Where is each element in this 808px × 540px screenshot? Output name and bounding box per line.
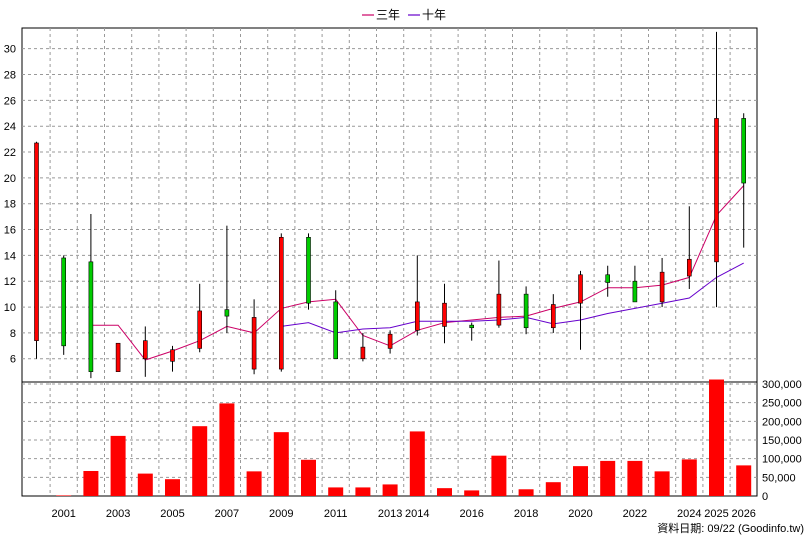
x-tick-label: 2011 bbox=[324, 508, 348, 520]
volume-bar bbox=[328, 487, 344, 496]
candle-body-down bbox=[306, 236, 311, 304]
x-tick-label: 2018 bbox=[514, 508, 538, 520]
volume-bar bbox=[192, 426, 208, 496]
price-tick-label: 18 bbox=[4, 199, 16, 211]
x-tick-label: 2009 bbox=[269, 508, 293, 520]
x-tick-label: 2025 bbox=[704, 508, 728, 520]
candle-body-up bbox=[550, 304, 556, 329]
x-tick-label: 2016 bbox=[459, 508, 483, 520]
price-tick-label: 14 bbox=[4, 250, 16, 262]
volume-bar bbox=[681, 459, 697, 496]
candle-body-up bbox=[278, 236, 284, 370]
candle-body-up bbox=[360, 346, 366, 360]
candle-body-down bbox=[88, 261, 94, 372]
price-tick-label: 6 bbox=[10, 354, 16, 366]
x-tick-label: 2001 bbox=[51, 508, 75, 520]
x-tick-label: 2024 bbox=[677, 508, 701, 520]
legend-ma3-label: 三年 bbox=[376, 8, 400, 22]
price-tick-label: 22 bbox=[4, 147, 16, 159]
volume-bar bbox=[165, 479, 180, 496]
candle-body-down bbox=[741, 118, 747, 184]
candle-body-up bbox=[170, 349, 175, 362]
candle-body-up bbox=[387, 333, 393, 349]
candle-body-up bbox=[251, 317, 257, 370]
x-axis: 2001 2003 2005 2007 2009 2011 2013 2014 2016 2018… bbox=[51, 508, 755, 520]
volume-bar bbox=[56, 495, 72, 496]
x-tick-label: 2020 bbox=[568, 508, 592, 520]
volume-tick-label: 200,000 bbox=[762, 416, 802, 428]
ma10-line bbox=[281, 262, 744, 334]
volume-tick-label: 300,000 bbox=[762, 379, 802, 391]
price-tick-label: 20 bbox=[4, 173, 16, 185]
candle-body-up bbox=[442, 302, 447, 327]
data-date-footer: 資料日期: 09/22 (Goodinfo.tw) bbox=[657, 521, 804, 535]
volume-tick-label: 50,000 bbox=[762, 472, 796, 484]
candle-body-up bbox=[496, 293, 502, 326]
candle-body-up bbox=[659, 271, 665, 303]
volume-bar bbox=[464, 490, 480, 496]
candle-body-up bbox=[115, 342, 121, 372]
volume-bar bbox=[600, 460, 616, 496]
volume-bar bbox=[83, 470, 99, 496]
legend: 三年 十年 bbox=[362, 8, 446, 22]
candle-body-up bbox=[197, 310, 202, 349]
x-tick-label: 2014 bbox=[405, 508, 429, 520]
candle-body-up bbox=[34, 142, 39, 341]
volume-bar bbox=[273, 432, 289, 496]
volume-bar bbox=[219, 403, 235, 496]
volume-bar bbox=[355, 487, 371, 496]
volume-bar bbox=[409, 431, 425, 496]
price-tick-label: 12 bbox=[4, 276, 16, 288]
volume-bar bbox=[545, 482, 561, 496]
price-tick-label: 8 bbox=[10, 328, 16, 340]
x-tick-label: 2022 bbox=[623, 508, 647, 520]
volume-bar bbox=[736, 465, 752, 496]
volume-bar bbox=[382, 484, 398, 496]
candle-body-down bbox=[523, 293, 529, 329]
x-tick-label: 2026 bbox=[731, 508, 755, 520]
price-tick-label: 26 bbox=[4, 95, 16, 107]
candle-body-down bbox=[224, 309, 230, 317]
price-tick-label: 10 bbox=[4, 302, 16, 314]
volume-bar bbox=[709, 379, 724, 496]
volume-bar bbox=[573, 466, 588, 496]
volume-bar bbox=[137, 473, 153, 496]
volume-tick-label: 0 bbox=[762, 491, 768, 503]
candle-body-down bbox=[632, 280, 638, 303]
plot-frame bbox=[21, 27, 758, 497]
price-tick-label: 24 bbox=[4, 121, 16, 133]
candle-body-down bbox=[61, 257, 67, 347]
price-panel: 6 8 10 12 14 16 18 20 22 24 26 28 30 bbox=[4, 27, 758, 497]
x-tick-label: 2005 bbox=[160, 508, 184, 520]
x-tick-label: 2003 bbox=[106, 508, 130, 520]
candle-body-up bbox=[414, 301, 420, 331]
candle-body-up bbox=[143, 340, 148, 360]
volume-bar bbox=[654, 471, 670, 496]
volume-bar bbox=[301, 459, 316, 496]
volume-panel: 0 50,000 100,000 150,000 200,000 250,000 300,0… bbox=[22, 379, 802, 503]
candle-body-up bbox=[578, 274, 583, 304]
price-tick-label: 30 bbox=[4, 44, 16, 56]
candle-body-up bbox=[686, 258, 692, 277]
volume-bar bbox=[491, 455, 507, 496]
volume-tick-label: 100,000 bbox=[762, 454, 802, 466]
volume-bar bbox=[246, 471, 262, 496]
candle-body-down bbox=[333, 301, 339, 360]
price-tick-label: 16 bbox=[4, 225, 16, 237]
price-tick-label: 28 bbox=[4, 70, 16, 82]
x-tick-label: 2013 bbox=[378, 508, 402, 520]
x-tick-label: 2007 bbox=[215, 508, 239, 520]
candle-body-down bbox=[469, 324, 475, 329]
volume-tick-label: 250,000 bbox=[762, 398, 802, 410]
volume-bar bbox=[110, 435, 126, 496]
volume-bar bbox=[518, 489, 534, 496]
volume-bar bbox=[437, 488, 452, 496]
candle-body-down bbox=[605, 274, 611, 283]
volume-tick-label: 150,000 bbox=[762, 435, 802, 447]
volume-bar bbox=[627, 460, 643, 496]
candle-body-up bbox=[714, 118, 719, 263]
legend-ma10-label: 十年 bbox=[422, 8, 446, 22]
